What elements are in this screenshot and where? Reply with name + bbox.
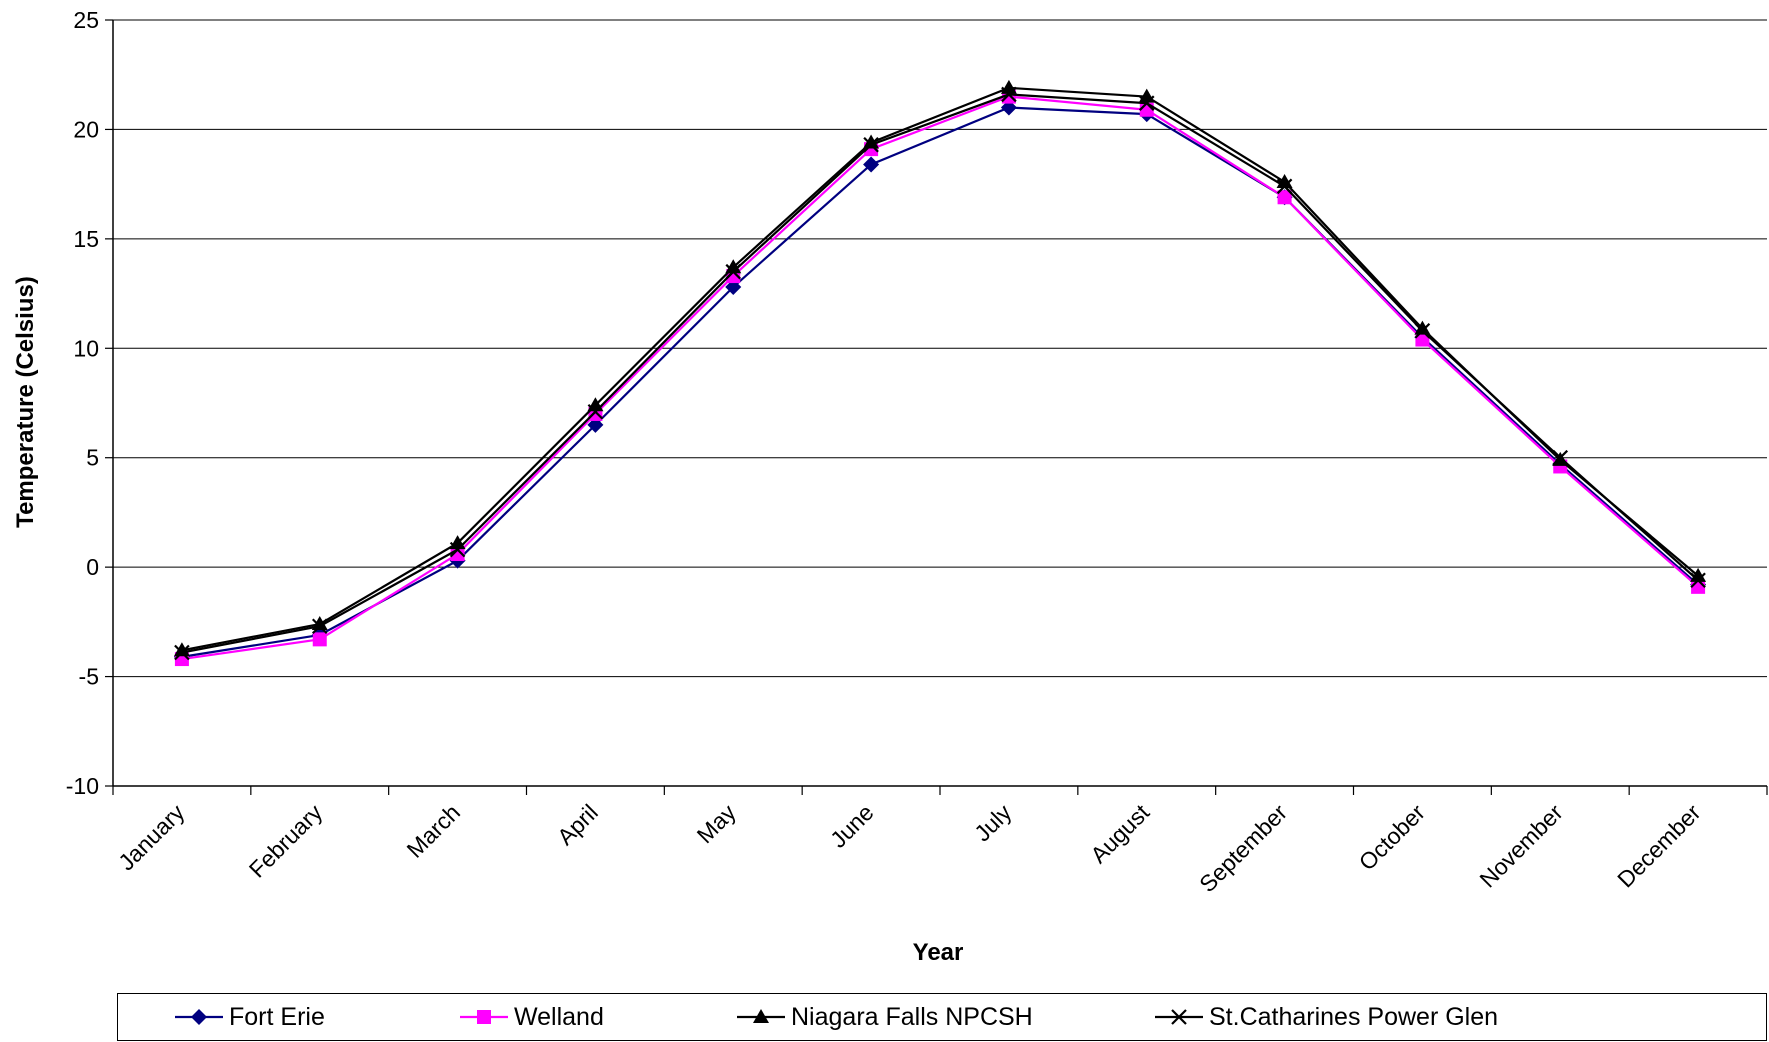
y-tick-labels: -10 -5 0 5 10 15 20 25	[66, 7, 99, 799]
x-tick-label: April	[552, 799, 603, 850]
data-point-triangle	[725, 259, 742, 274]
x-tick-label: May	[692, 799, 741, 848]
series-line	[181, 86, 1699, 652]
legend-item: Fort Erie	[173, 994, 325, 1040]
legend-swatch	[460, 1010, 508, 1024]
y-axis-title: Temperature (Celsius)	[12, 276, 39, 528]
data-point-square	[1691, 579, 1706, 594]
x-tick-label: February	[244, 799, 328, 883]
data-point-square	[1139, 102, 1154, 117]
series-3	[174, 86, 1706, 661]
legend-swatch	[175, 1009, 223, 1025]
legend-label: Niagara Falls NPCSH	[791, 1002, 1033, 1031]
data-point-x	[311, 618, 328, 635]
legend-swatch	[1155, 1009, 1203, 1025]
series-2	[173, 79, 1707, 657]
data-point-x	[1138, 95, 1155, 111]
series-line	[181, 106, 1699, 658]
data-point-x	[587, 403, 604, 420]
series-line	[181, 95, 1699, 661]
data-point-square	[1277, 190, 1292, 205]
x-tick-label: July	[969, 799, 1017, 847]
legend-label: St.Catharines Power Glen	[1209, 1002, 1499, 1031]
data-point-x	[1414, 322, 1431, 339]
y-tick-label: 10	[73, 335, 99, 361]
legend-item: Niagara Falls NPCSH	[735, 994, 1033, 1040]
y-tick-label: -5	[79, 664, 99, 690]
y-tick-label: 20	[73, 116, 99, 142]
x-tick-label: November	[1474, 799, 1568, 893]
x-tick-label: October	[1354, 799, 1430, 875]
data-point-triangle	[1690, 567, 1707, 582]
series-group	[173, 79, 1707, 667]
data-point-x	[725, 263, 742, 280]
data-point-x	[1001, 86, 1017, 103]
x-tick-label: December	[1612, 799, 1706, 893]
y-tick-label: 15	[73, 226, 99, 252]
data-point-diamond	[863, 156, 880, 173]
chart: -10 -5 0 5 10 15 20 25 January February March Apri…	[12, 7, 1768, 966]
data-point-x	[1552, 449, 1569, 466]
series-line	[181, 93, 1699, 654]
data-point-triangle	[863, 134, 880, 149]
legend-label: Fort Erie	[229, 1002, 325, 1031]
data-point-x	[174, 644, 190, 661]
legend-item: Welland	[458, 994, 604, 1040]
x-tick-label: June	[825, 799, 879, 853]
data-point-x	[863, 136, 879, 153]
data-point-x	[1171, 1009, 1187, 1025]
data-point-square	[477, 1010, 491, 1024]
data-point-triangle	[1414, 320, 1431, 335]
y-tick-label: 5	[86, 445, 99, 471]
x-tick-labels: January February March April May June July Augu…	[113, 799, 1706, 897]
x-tick-label: August	[1085, 799, 1154, 868]
data-point-square	[312, 632, 327, 647]
gridlines	[113, 19, 1767, 678]
data-point-x	[1276, 178, 1293, 195]
axes	[105, 19, 1768, 795]
data-point-square	[1415, 332, 1430, 347]
legend-swatch	[737, 1009, 785, 1023]
y-tick-label: -10	[66, 773, 99, 799]
data-point-x	[1690, 572, 1706, 589]
data-point-triangle	[753, 1009, 769, 1023]
y-tick-label: 25	[73, 7, 99, 33]
x-tick-label: September	[1194, 799, 1292, 897]
legend-label: Welland	[514, 1002, 604, 1031]
data-point-triangle	[1000, 79, 1017, 94]
x-tick-label: January	[113, 799, 190, 876]
data-point-x	[449, 541, 466, 558]
y-tick-label: 0	[86, 554, 99, 580]
legend-item: St.Catharines Power Glen	[1153, 994, 1498, 1040]
legend: Fort Erie Welland Niagara Falls NPCSH St.Ca…	[117, 993, 1767, 1041]
x-axis-title: Year	[913, 939, 964, 966]
data-point-diamond	[191, 1009, 207, 1025]
x-tick-label: March	[402, 799, 466, 863]
